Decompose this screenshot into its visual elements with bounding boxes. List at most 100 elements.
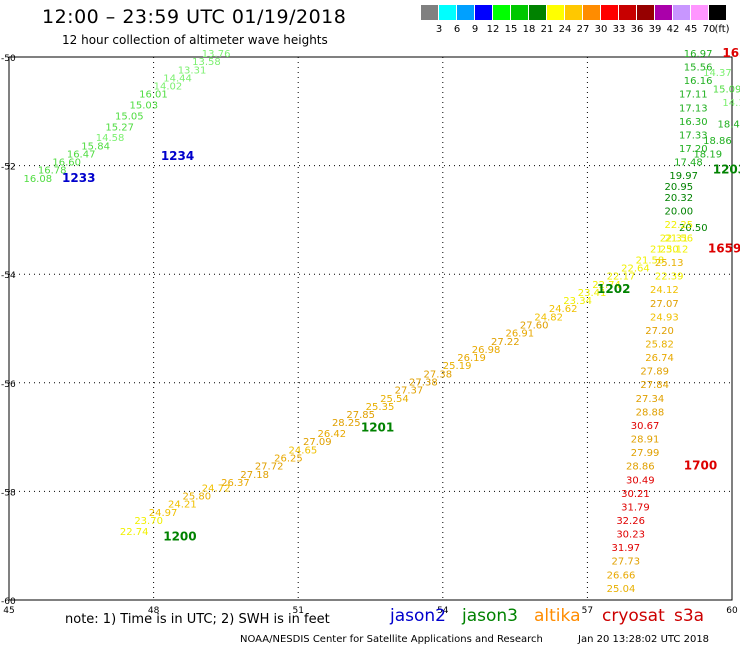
legend-label: 30 [594, 24, 608, 35]
wave-height-value: 24.62 [549, 304, 578, 315]
wave-height-value: 14.44 [163, 73, 192, 84]
wave-height-value: 23.70 [134, 516, 163, 527]
pass-time-label: 1201 [361, 421, 394, 435]
wave-height-value: 27.60 [520, 321, 549, 332]
wave-height-value: 27.20 [645, 326, 674, 337]
lon-tick-label: 57 [582, 606, 593, 616]
wave-height-value: 16.60 [52, 158, 81, 169]
legend-swatch [637, 5, 654, 20]
wave-height-value: 16.47 [67, 149, 96, 160]
wave-height-value: 15.05 [115, 111, 144, 122]
wave-height-value: 28.91 [631, 435, 660, 446]
legend-swatch [493, 5, 510, 20]
pass-time-label: 1203 [713, 163, 740, 177]
wave-height-value: 20.00 [665, 206, 694, 217]
legend-label: 6 [453, 24, 461, 35]
wave-height-value: 18.46 [718, 120, 740, 131]
wave-height-value: 27.37 [395, 386, 424, 397]
wave-height-value: 25.04 [607, 584, 636, 595]
wave-height-value: 27.99 [631, 448, 660, 459]
wave-height-value: 26.42 [317, 429, 346, 440]
wave-height-value: 27.73 [612, 557, 641, 568]
legend-label: 27 [576, 24, 590, 35]
lat-tick-label: -52 [1, 163, 16, 173]
lon-tick-label: 54 [437, 606, 449, 616]
lat-tick-label: -56 [1, 380, 16, 390]
wave-height-value: 27.18 [240, 470, 269, 481]
wave-height-value: 22.74 [592, 280, 621, 291]
lat-tick-label: -60 [1, 597, 16, 607]
wave-height-value: 20.50 [679, 223, 708, 234]
legend-label: 45 [684, 24, 698, 35]
legend-swatch [565, 5, 582, 20]
satellite-name-jason2: jason2 [390, 606, 446, 626]
wave-height-value: 25.19 [443, 361, 472, 372]
wave-height-value: 13.58 [192, 57, 221, 68]
legend-swatch [601, 5, 618, 20]
legend-label: 39 [648, 24, 662, 35]
satellite-name-s3a: s3a [674, 606, 705, 626]
satellite-name-cryosat: cryosat [602, 606, 665, 626]
legend-swatch [439, 5, 456, 20]
wave-height-value: 17.13 [679, 103, 708, 114]
lon-tick-label: 45 [3, 606, 14, 616]
wave-height-value: 30.67 [631, 421, 660, 432]
pass-time-label: 1659 [708, 241, 740, 255]
track-time-labels: 1234 1233 1200 1201 1202 1203 1659 1700 165 [62, 46, 740, 543]
wave-height-value: 27.85 [346, 410, 375, 421]
legend-label: 18 [522, 24, 536, 35]
pass-time-label: 165 [722, 46, 740, 60]
satellite-name-jason3: jason3 [462, 606, 518, 626]
legend-swatch [511, 5, 528, 20]
wave-height-value: 26.25 [274, 454, 303, 465]
legend-unit: (ft) [714, 24, 730, 35]
legend-swatch [691, 5, 708, 20]
legend-swatch [709, 5, 726, 20]
lat-tick-label: -50 [1, 54, 16, 64]
pass-time-label: 1200 [163, 529, 196, 543]
wave-height-value: 15.03 [130, 101, 159, 112]
wave-height-value: 17.11 [679, 90, 708, 101]
wave-height-value: 26.98 [472, 345, 501, 356]
pass-time-label: 1202 [597, 282, 630, 296]
pass-time-label: 1234 [161, 149, 194, 163]
wave-height-value: 24.82 [534, 312, 563, 323]
wave-height-value: 27.84 [640, 380, 669, 391]
legend-swatch [457, 5, 474, 20]
wave-height-value: 22.31 [660, 234, 689, 245]
wave-height-value: 14.37 [703, 68, 732, 79]
wave-height-value: 30.23 [616, 530, 645, 541]
wave-height-value: 24.97 [149, 508, 178, 519]
wave-height-value: 27.07 [650, 299, 679, 310]
legend-swatch [583, 5, 600, 20]
satellite-name-altika: altika [534, 606, 581, 626]
wave-height-value: 20.95 [665, 182, 694, 193]
wave-height-value: 16.30 [679, 117, 708, 128]
wave-height-value: 24.65 [289, 445, 318, 456]
wave-height-value: 18.19 [693, 149, 722, 160]
wave-height-value: 17.20 [679, 144, 708, 155]
generation-timestamp: Jan 20 13:28:02 UTC 2018 [578, 634, 710, 645]
wave-height-value: 28.25 [332, 418, 361, 429]
footer-note: note: 1) Time is in UTC; 2) SWH is in fe… [65, 612, 330, 627]
wave-height-value: 26.91 [505, 329, 534, 340]
wave-height-value: 20.32 [665, 193, 694, 204]
wave-height-value: 27.22 [491, 337, 520, 348]
lat-tick-label: -54 [1, 271, 16, 281]
wave-height-value: 24.72 [202, 483, 231, 494]
wave-height-value: 27.09 [303, 437, 332, 448]
axis-tick-labels: 45 48 51 54 57 60 -50 -52 -54 -56 -58 -60 [1, 54, 738, 616]
wave-height-value: 17.33 [679, 130, 708, 141]
pass-time-label: 1700 [684, 459, 717, 473]
wave-height-value: 15.27 [105, 122, 134, 133]
wave-height-value: 25.80 [183, 492, 212, 503]
lon-tick-label: 51 [292, 606, 303, 616]
wave-height-value: 18.86 [703, 136, 732, 147]
wave-height-value: 21.50 [650, 244, 679, 255]
wave-height-value: 16.01 [139, 90, 168, 101]
legend-swatch [619, 5, 636, 20]
legend-label: 21 [540, 24, 554, 35]
wave-height-value: 14.02 [154, 82, 183, 93]
wave-height-value: 19.97 [669, 171, 698, 182]
wave-height-value: 27.34 [636, 394, 665, 405]
